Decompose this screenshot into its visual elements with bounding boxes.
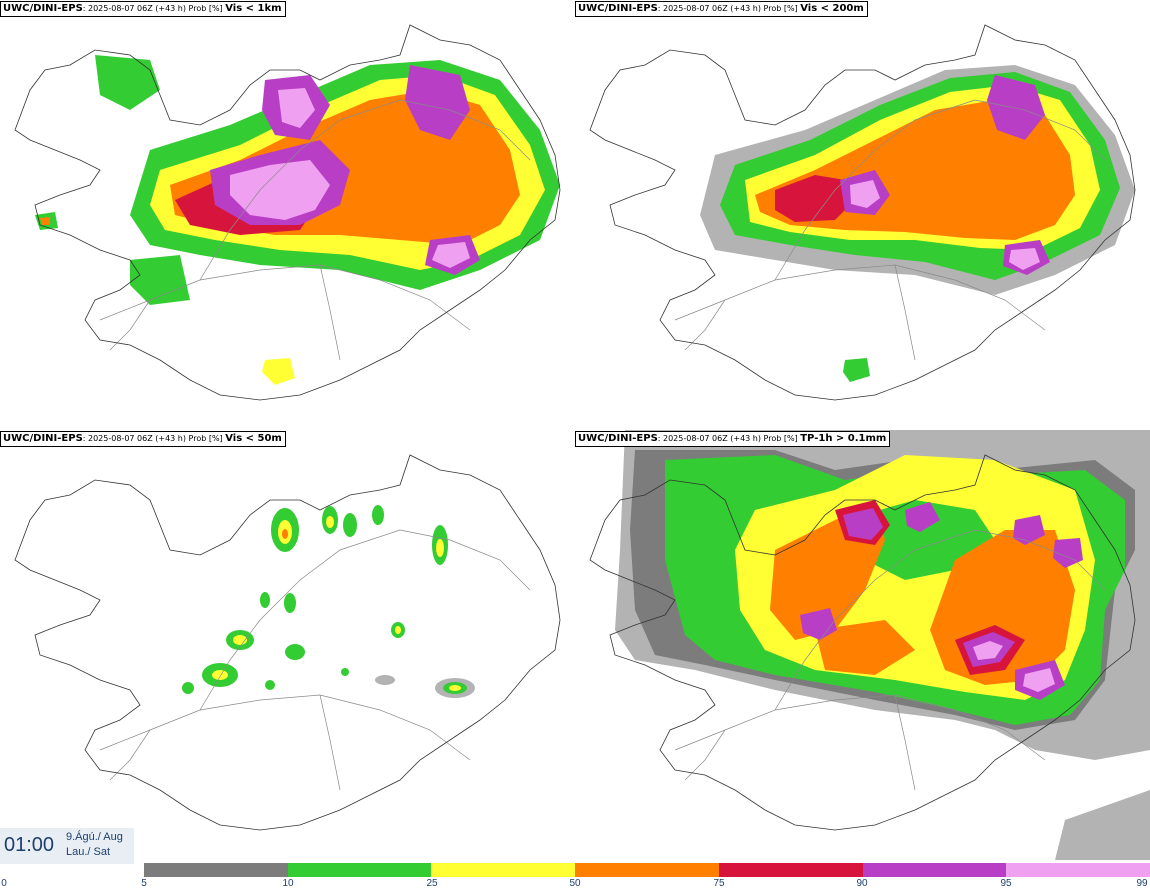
panel-title: UWC/DINI-EPS: 2025-08-07 06Z (+43 h) Pro… xyxy=(0,431,286,447)
probability-field xyxy=(35,55,560,385)
run-info: : 2025-08-07 06Z (+43 h) Prob [%] xyxy=(82,434,226,443)
valid-time-clock: 01:00 xyxy=(4,834,55,856)
probability-field xyxy=(615,430,1150,860)
road-network xyxy=(99,529,531,791)
coastline xyxy=(589,454,1136,831)
iceland-map xyxy=(14,454,561,831)
colorbar-segment xyxy=(862,863,1007,877)
variable-name: Vis < 50m xyxy=(225,433,282,444)
map-panel-vis-200m: UWC/DINI-EPS: 2025-08-07 06Z (+43 h) Pro… xyxy=(575,0,1150,430)
iceland-map xyxy=(14,24,561,401)
iceland-map xyxy=(589,430,1150,860)
map-panel-vis-50m: UWC/DINI-EPS: 2025-08-07 06Z (+43 h) Pro… xyxy=(0,430,575,860)
panel-title: UWC/DINI-EPS: 2025-08-07 06Z (+43 h) Pro… xyxy=(575,1,868,17)
coastline xyxy=(14,454,561,831)
run-info: : 2025-08-07 06Z (+43 h) Prob [%] xyxy=(657,434,801,443)
colorbar-segment xyxy=(431,863,576,877)
probability-field xyxy=(182,505,475,698)
model-name: UWC/DINI-EPS xyxy=(3,3,83,14)
model-name: UWC/DINI-EPS xyxy=(578,433,658,444)
colorbar-segment xyxy=(287,863,432,877)
panel-title: UWC/DINI-EPS: 2025-08-07 06Z (+43 h) Pro… xyxy=(0,1,286,17)
road-network xyxy=(99,99,531,361)
colorbar xyxy=(144,863,1150,877)
model-name: UWC/DINI-EPS xyxy=(3,433,83,444)
iceland-map xyxy=(589,24,1136,401)
model-name: UWC/DINI-EPS xyxy=(578,3,658,14)
colorbar-tick-label: 99 xyxy=(1136,878,1148,889)
colorbar-tick-label: 50 xyxy=(569,878,581,889)
map-panel-vis-1km: UWC/DINI-EPS: 2025-08-07 06Z (+43 h) Pro… xyxy=(0,0,575,430)
colorbar-segment xyxy=(1006,863,1150,877)
colorbar-tick-label: 90 xyxy=(856,878,868,889)
colorbar-segment xyxy=(144,863,288,877)
valid-date: 9.Ágú./ Aug xyxy=(66,831,123,843)
road-network xyxy=(674,99,1106,361)
panel-title: UWC/DINI-EPS: 2025-08-07 06Z (+43 h) Pro… xyxy=(575,431,891,447)
colorbar-tick-label: 5 xyxy=(141,878,147,889)
colorbar-tick-label: 10 xyxy=(282,878,294,889)
variable-name: TP-1h > 0.1mm xyxy=(800,433,887,444)
coastline xyxy=(14,24,561,401)
colorbar-segment xyxy=(575,863,719,877)
colorbar-tick-label: 0 xyxy=(1,878,7,889)
colorbar-tick-label: 75 xyxy=(713,878,725,889)
run-info: : 2025-08-07 06Z (+43 h) Prob [%] xyxy=(657,4,801,13)
variable-name: Vis < 1km xyxy=(225,3,282,14)
coastline xyxy=(589,24,1136,401)
probability-field xyxy=(700,65,1135,382)
valid-time-box: 01:00 9.Ágú./ Aug Lau./ Sat xyxy=(0,828,134,864)
map-panel-precip: UWC/DINI-EPS: 2025-08-07 06Z (+43 h) Pro… xyxy=(575,430,1150,860)
run-info: : 2025-08-07 06Z (+43 h) Prob [%] xyxy=(82,4,226,13)
road-network xyxy=(674,529,1106,791)
colorbar-segment xyxy=(718,863,863,877)
colorbar-tick-label: 25 xyxy=(426,878,438,889)
valid-day: Lau./ Sat xyxy=(66,846,111,858)
variable-name: Vis < 200m xyxy=(800,3,864,14)
colorbar-tick-label: 95 xyxy=(1000,878,1012,889)
